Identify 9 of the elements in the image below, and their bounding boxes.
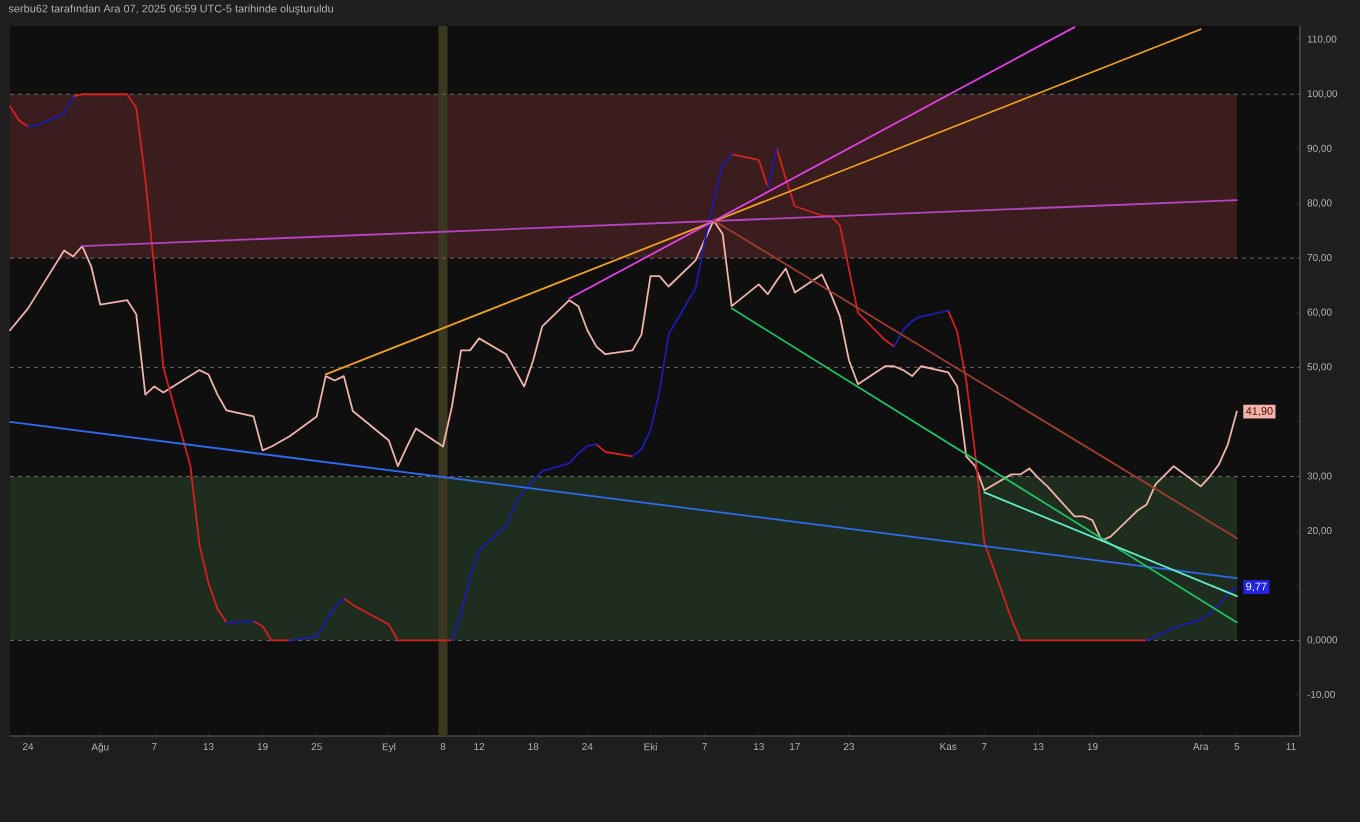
- line-series: [947, 309, 1148, 642]
- line-series: [775, 147, 895, 348]
- line-series: [9, 219, 1238, 542]
- line-series: [451, 443, 598, 642]
- line-series: [27, 95, 75, 128]
- line-series: [288, 597, 345, 642]
- line-series: [1145, 586, 1238, 642]
- line-series: [893, 309, 950, 348]
- line-series: [631, 153, 733, 458]
